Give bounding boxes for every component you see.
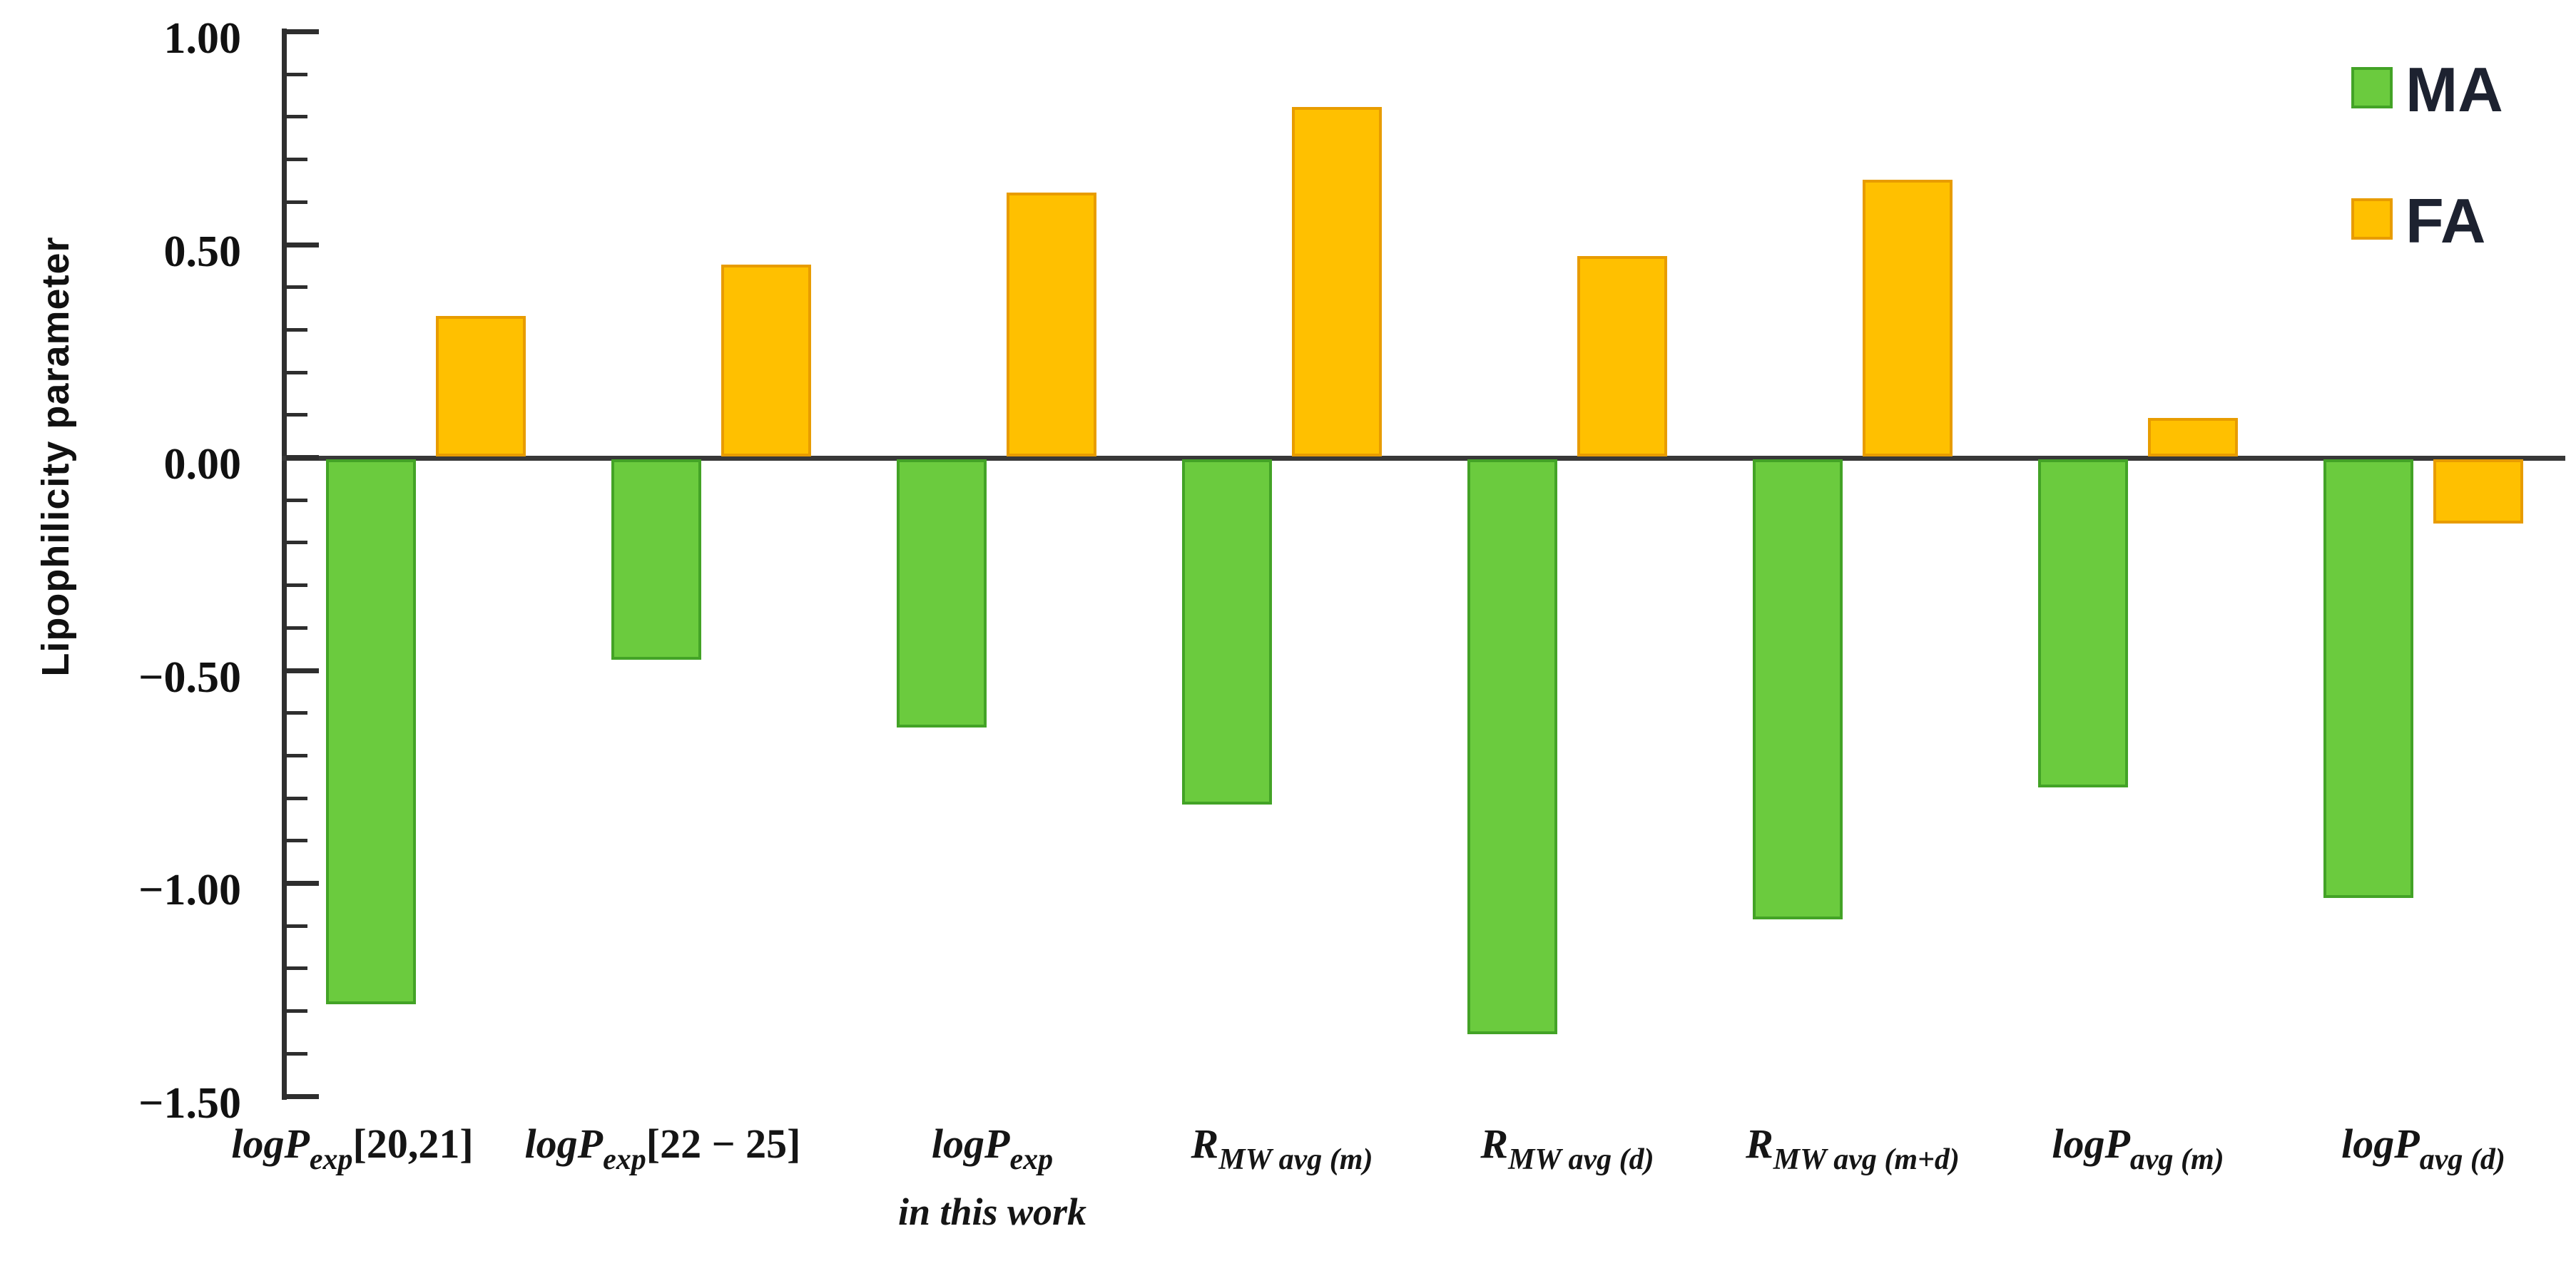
bar-fa-6 — [2148, 418, 2238, 456]
x-category-part: exp — [309, 1143, 353, 1176]
y-tick-0.8 — [286, 115, 307, 118]
y-tick--0.1 — [286, 499, 307, 502]
x-category-part: R — [1746, 1120, 1773, 1167]
bar-ma-6 — [2038, 459, 2128, 787]
y-tick-label--1.50: −1.50 — [138, 1079, 241, 1128]
y-tick--0.8 — [286, 797, 307, 800]
y-tick--1.1 — [286, 924, 307, 928]
x-category-label-1: logPexp[22 − 25] — [434, 1117, 891, 1187]
y-tick-label-0.50: 0.50 — [163, 228, 242, 276]
bar-fa-4 — [1577, 256, 1667, 456]
y-tick--0.4 — [286, 626, 307, 630]
y-tick-0.6 — [286, 200, 307, 204]
y-tick--1.0 — [286, 881, 319, 886]
bar-fa-1 — [721, 265, 811, 456]
bar-fa-7 — [2433, 459, 2523, 524]
y-tick-label-0.00: 0.00 — [163, 440, 242, 489]
y-tick-0.1 — [286, 413, 307, 417]
x-category-part: logP — [2341, 1120, 2420, 1167]
bar-ma-7 — [2323, 459, 2413, 898]
legend-label-fa: FA — [2406, 185, 2486, 256]
bar-ma-5 — [1753, 459, 1843, 919]
y-tick-label--1.00: −1.00 — [138, 866, 241, 914]
x-category-part: avg (d) — [2419, 1143, 2505, 1176]
x-category-part: MW avg (d) — [1508, 1143, 1654, 1176]
bar-fa-3 — [1292, 107, 1382, 456]
y-tick-0.4 — [286, 285, 307, 289]
x-category-label-7: logPavg (d) — [2195, 1117, 2576, 1187]
y-tick-label--0.50: −0.50 — [138, 653, 241, 702]
legend-swatch-ma — [2351, 67, 2393, 108]
x-category-part: exp — [603, 1143, 646, 1176]
bar-fa-0 — [436, 316, 526, 456]
y-tick-0.0 — [286, 455, 319, 460]
legend-label-ma: MA — [2406, 54, 2503, 125]
x-category-part: logP — [524, 1120, 604, 1167]
bar-fa-5 — [1863, 180, 1953, 456]
bar-fa-2 — [1007, 193, 1096, 456]
x-category-part: MW avg (m) — [1218, 1143, 1373, 1176]
y-tick-1.0 — [286, 29, 319, 34]
x-category-label-5: RMW avg (m+d) — [1624, 1117, 2081, 1187]
x-category-label-6: logPavg (m) — [1910, 1117, 2366, 1187]
y-tick--0.9 — [286, 839, 307, 842]
y-tick--0.6 — [286, 711, 307, 715]
x-category-label-3: RMW avg (m) — [1054, 1117, 1510, 1187]
y-tick--1.3 — [286, 1009, 307, 1013]
bar-ma-2 — [897, 459, 987, 728]
x-category-part: [20,21] — [352, 1120, 474, 1167]
x-category-part: logP — [2052, 1120, 2130, 1167]
x-category-part: [22 − 25] — [646, 1120, 801, 1167]
bar-ma-1 — [611, 459, 701, 660]
y-tick--0.2 — [286, 541, 307, 544]
legend-swatch-fa — [2351, 198, 2393, 240]
y-tick-0.2 — [286, 371, 307, 374]
y-tick--1.2 — [286, 966, 307, 970]
y-tick-0.3 — [286, 328, 307, 332]
y-tick--0.5 — [286, 668, 319, 673]
x-category-part: MW avg (m+d) — [1773, 1143, 1960, 1176]
x-category-part: R — [1191, 1120, 1219, 1167]
x-category-label-2-line2: in this work — [897, 1190, 1087, 1233]
x-category-label-0: logPexp[20,21] — [124, 1117, 581, 1187]
x-category-label-4: RMW avg (d) — [1339, 1117, 1796, 1187]
x-category-part: avg (m) — [2129, 1143, 2224, 1176]
x-category-part: R — [1480, 1120, 1509, 1167]
bar-ma-3 — [1182, 459, 1272, 805]
x-category-label-2: logPexp — [764, 1117, 1221, 1187]
bar-ma-4 — [1467, 459, 1557, 1034]
y-axis-line — [282, 29, 287, 1100]
y-tick--0.3 — [286, 583, 307, 587]
y-tick--1.4 — [286, 1052, 307, 1056]
y-tick--0.7 — [286, 754, 307, 757]
y-tick-0.9 — [286, 73, 307, 76]
y-tick--1.5 — [286, 1094, 319, 1099]
zero-baseline — [282, 456, 2565, 461]
x-category-part: logP — [231, 1120, 310, 1167]
x-category-part: exp — [1009, 1143, 1054, 1176]
x-category-part: logP — [931, 1120, 1010, 1167]
y-tick-label-1.00: 1.00 — [163, 14, 242, 63]
y-tick-0.7 — [286, 158, 307, 161]
y-tick-0.5 — [286, 243, 319, 247]
bar-ma-0 — [326, 459, 416, 1004]
